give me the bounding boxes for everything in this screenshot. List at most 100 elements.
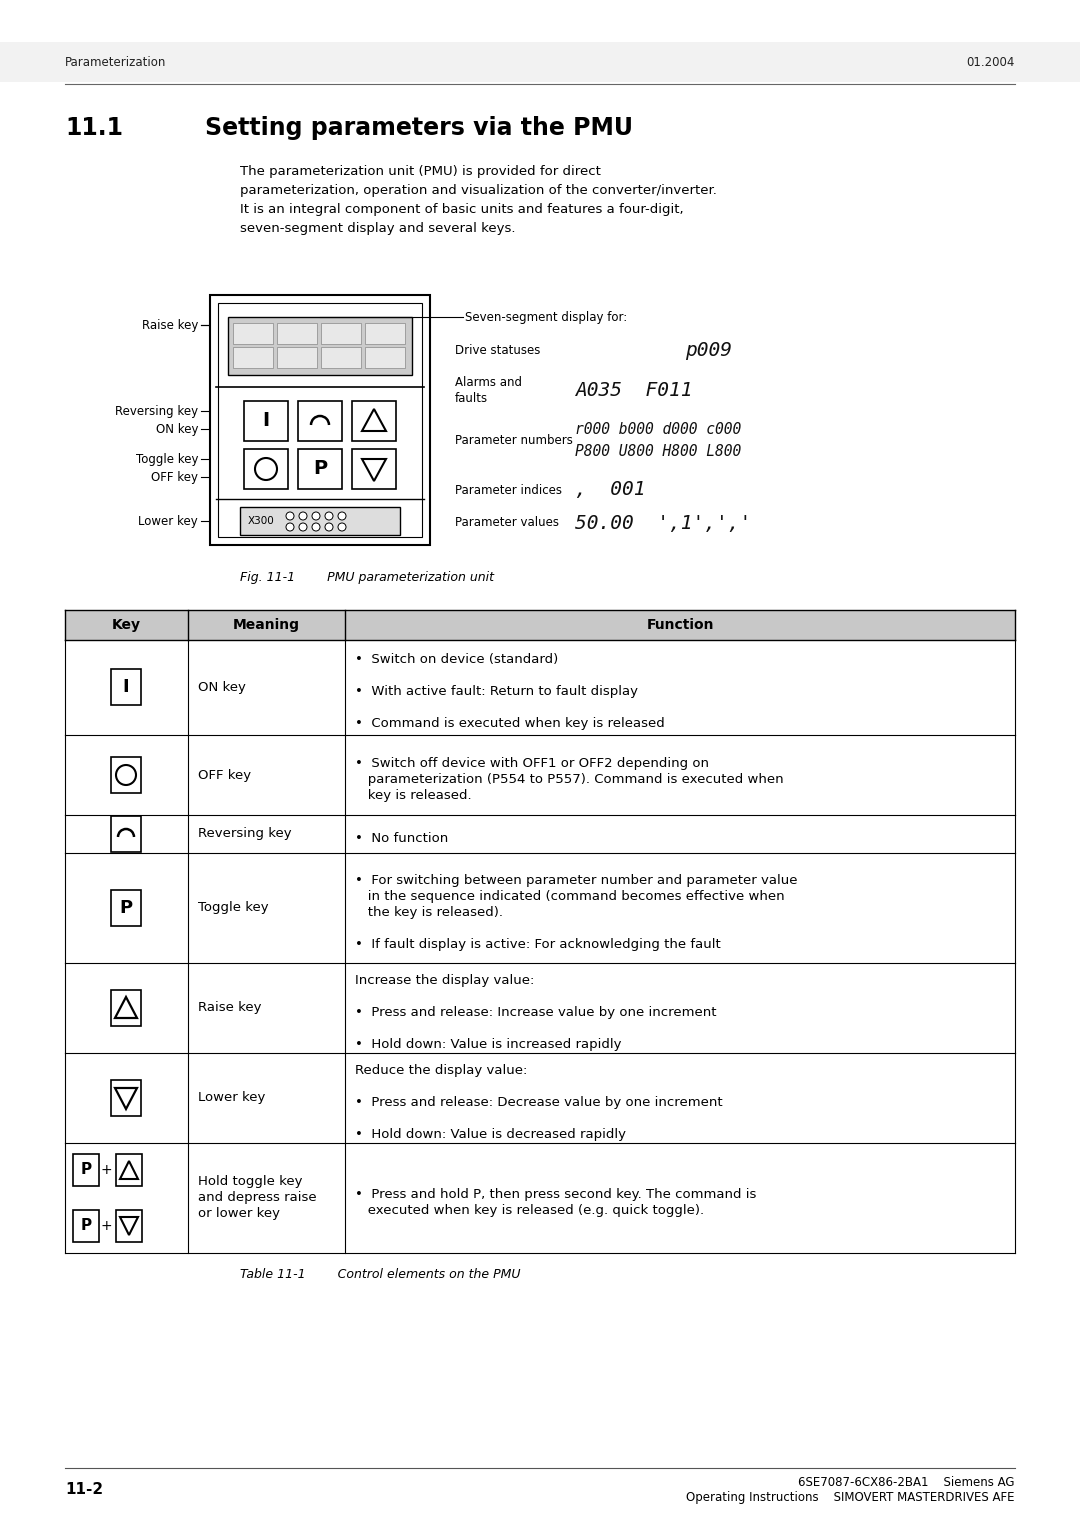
Text: Table 11-1        Control elements on the PMU: Table 11-1 Control elements on the PMU bbox=[240, 1268, 521, 1282]
Bar bbox=[111, 990, 141, 1025]
Text: Raise key: Raise key bbox=[141, 318, 198, 332]
Text: •  If fault display is active: For acknowledging the fault: • If fault display is active: For acknow… bbox=[355, 938, 720, 950]
Text: in the sequence indicated (command becomes effective when: in the sequence indicated (command becom… bbox=[355, 889, 785, 903]
Bar bbox=[65, 1143, 1015, 1253]
Bar bbox=[65, 640, 1015, 735]
Text: •  Press and release: Decrease value by one increment: • Press and release: Decrease value by o… bbox=[355, 1096, 723, 1109]
Text: •  Hold down: Value is increased rapidly: • Hold down: Value is increased rapidly bbox=[355, 1038, 621, 1051]
Text: and depress raise: and depress raise bbox=[198, 1192, 316, 1204]
Text: the key is released).: the key is released). bbox=[355, 906, 503, 918]
Circle shape bbox=[312, 523, 320, 532]
Bar bbox=[0, 41, 1080, 83]
Circle shape bbox=[255, 458, 276, 480]
Bar bbox=[111, 1080, 141, 1115]
Text: seven-segment display and several keys.: seven-segment display and several keys. bbox=[240, 222, 515, 235]
Text: Alarms and: Alarms and bbox=[455, 376, 522, 388]
Text: faults: faults bbox=[455, 391, 488, 405]
Text: P: P bbox=[80, 1163, 92, 1178]
Text: •  For switching between parameter number and parameter value: • For switching between parameter number… bbox=[355, 874, 797, 886]
Bar bbox=[65, 963, 1015, 1053]
Text: Key: Key bbox=[111, 617, 140, 633]
Text: I: I bbox=[123, 678, 130, 695]
Text: r000 b000 d000 c000: r000 b000 d000 c000 bbox=[575, 423, 741, 437]
Text: Parameterization: Parameterization bbox=[65, 55, 166, 69]
Text: Raise key: Raise key bbox=[198, 1001, 261, 1015]
Circle shape bbox=[116, 766, 136, 785]
Bar bbox=[210, 295, 430, 545]
Circle shape bbox=[312, 512, 320, 520]
Text: P: P bbox=[80, 1218, 92, 1233]
Text: Lower key: Lower key bbox=[138, 515, 198, 527]
Bar bbox=[111, 669, 141, 704]
Text: •  Command is executed when key is released: • Command is executed when key is releas… bbox=[355, 717, 665, 730]
Text: 11.1: 11.1 bbox=[65, 116, 123, 141]
Polygon shape bbox=[362, 410, 386, 431]
Text: Parameter numbers: Parameter numbers bbox=[455, 434, 572, 446]
Text: I: I bbox=[262, 411, 270, 431]
Bar bbox=[276, 322, 318, 344]
Text: Parameter indices: Parameter indices bbox=[455, 483, 562, 497]
Text: 01.2004: 01.2004 bbox=[967, 55, 1015, 69]
Bar bbox=[116, 1154, 141, 1186]
Text: Toggle key: Toggle key bbox=[135, 452, 198, 466]
Text: •  Hold down: Value is decreased rapidly: • Hold down: Value is decreased rapidly bbox=[355, 1128, 626, 1141]
Text: Parameter values: Parameter values bbox=[455, 516, 559, 530]
Text: •  With active fault: Return to fault display: • With active fault: Return to fault dis… bbox=[355, 685, 638, 698]
Bar bbox=[65, 610, 1015, 640]
Text: •  No function: • No function bbox=[355, 833, 448, 845]
Bar bbox=[65, 853, 1015, 963]
Bar bbox=[233, 347, 273, 368]
Text: P: P bbox=[313, 460, 327, 478]
Text: Fig. 11-1        PMU parameterization unit: Fig. 11-1 PMU parameterization unit bbox=[240, 570, 494, 584]
Text: A035  F011: A035 F011 bbox=[575, 380, 692, 399]
Text: key is released.: key is released. bbox=[355, 788, 472, 802]
Circle shape bbox=[299, 523, 307, 532]
Bar bbox=[218, 303, 422, 536]
Text: +: + bbox=[100, 1219, 112, 1233]
Polygon shape bbox=[114, 996, 137, 1018]
Bar bbox=[228, 316, 411, 374]
Text: parameterization (P554 to P557). Command is executed when: parameterization (P554 to P557). Command… bbox=[355, 773, 784, 785]
Text: ON key: ON key bbox=[198, 680, 246, 694]
Bar bbox=[244, 449, 288, 489]
Text: Drive statuses: Drive statuses bbox=[455, 344, 540, 356]
Text: 11-2: 11-2 bbox=[65, 1482, 103, 1497]
Bar bbox=[233, 322, 273, 344]
Text: Increase the display value:: Increase the display value: bbox=[355, 973, 535, 987]
Polygon shape bbox=[362, 458, 386, 481]
Text: •  Switch on device (standard): • Switch on device (standard) bbox=[355, 652, 558, 666]
Text: Function: Function bbox=[646, 617, 714, 633]
Polygon shape bbox=[114, 1088, 137, 1109]
Text: Operating Instructions    SIMOVERT MASTERDRIVES AFE: Operating Instructions SIMOVERT MASTERDR… bbox=[687, 1491, 1015, 1505]
Text: It is an integral component of basic units and features a four-digit,: It is an integral component of basic uni… bbox=[240, 203, 684, 215]
Bar bbox=[111, 756, 141, 793]
Circle shape bbox=[338, 523, 346, 532]
Text: Reversing key: Reversing key bbox=[114, 405, 198, 417]
Bar bbox=[65, 1053, 1015, 1143]
Text: The parameterization unit (PMU) is provided for direct: The parameterization unit (PMU) is provi… bbox=[240, 165, 600, 177]
Bar bbox=[365, 322, 405, 344]
Polygon shape bbox=[120, 1216, 138, 1235]
Circle shape bbox=[286, 523, 294, 532]
Text: p009: p009 bbox=[685, 341, 732, 359]
Text: ON key: ON key bbox=[156, 423, 198, 435]
Text: Toggle key: Toggle key bbox=[198, 902, 269, 914]
Bar bbox=[352, 449, 396, 489]
Circle shape bbox=[325, 512, 333, 520]
Circle shape bbox=[299, 512, 307, 520]
Bar bbox=[73, 1210, 99, 1242]
Text: •  Press and release: Increase value by one increment: • Press and release: Increase value by o… bbox=[355, 1005, 716, 1019]
Text: Hold toggle key: Hold toggle key bbox=[198, 1175, 302, 1189]
Text: +: + bbox=[100, 1163, 112, 1177]
Text: Reduce the display value:: Reduce the display value: bbox=[355, 1063, 527, 1077]
Text: 6SE7087-6CX86-2BA1    Siemens AG: 6SE7087-6CX86-2BA1 Siemens AG bbox=[798, 1476, 1015, 1488]
Text: ,  001: , 001 bbox=[575, 480, 646, 500]
Text: Meaning: Meaning bbox=[232, 617, 299, 633]
Bar bbox=[321, 322, 361, 344]
Text: executed when key is released (e.g. quick toggle).: executed when key is released (e.g. quic… bbox=[355, 1204, 704, 1216]
Text: Lower key: Lower key bbox=[198, 1091, 266, 1105]
Bar bbox=[111, 816, 141, 853]
Bar bbox=[73, 1154, 99, 1186]
Text: Reversing key: Reversing key bbox=[198, 828, 292, 840]
Bar bbox=[65, 735, 1015, 814]
